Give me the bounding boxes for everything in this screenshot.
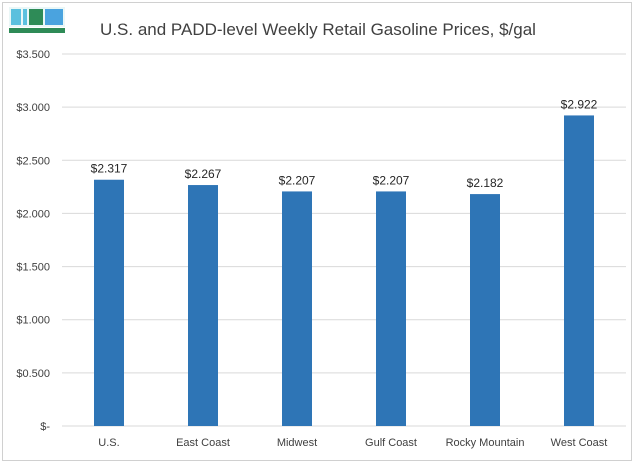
bar (564, 115, 594, 427)
y-tick-label: $3.500 (16, 49, 50, 61)
y-tick-label: $2.500 (16, 155, 50, 167)
chart-title: U.S. and PADD-level Weekly Retail Gasoli… (100, 20, 536, 39)
x-tick-label: West Coast (551, 437, 608, 449)
data-label: $2.207 (373, 173, 410, 187)
data-label: $2.922 (561, 97, 598, 111)
bar (376, 191, 406, 426)
x-axis-tick-labels: U.S. East Coast Midwest Gulf Coast Rocky Mou… (98, 437, 607, 449)
y-tick-label: $1.000 (16, 315, 50, 327)
data-label: $2.267 (185, 167, 222, 181)
y-tick-label: $- (40, 421, 50, 433)
y-tick-label: $3.000 (16, 102, 50, 114)
data-labels: $2.317 $2.267 $2.207 $2.207 $2.182 $2.922 (91, 97, 598, 190)
bars (94, 115, 594, 427)
y-tick-label: $0.500 (16, 368, 50, 380)
logo-icon (9, 7, 65, 33)
x-tick-label: U.S. (98, 437, 119, 449)
y-tick-label: $1.500 (16, 262, 50, 274)
x-tick-label: Midwest (277, 437, 317, 449)
data-label: $2.182 (467, 176, 504, 190)
data-label: $2.207 (279, 173, 316, 187)
data-label: $2.317 (91, 162, 128, 176)
x-tick-label: East Coast (176, 437, 230, 449)
bar (470, 194, 500, 426)
y-tick-label: $2.000 (16, 208, 50, 220)
bar (94, 179, 124, 426)
bar (188, 185, 218, 426)
x-tick-label: Gulf Coast (365, 437, 417, 449)
bar (282, 191, 312, 426)
gridlines (62, 53, 626, 427)
y-axis-tick-labels: $- $0.500 $1.000 $1.500 $2.000 $2.500 $3.000 $3… (16, 49, 50, 433)
x-tick-label: Rocky Mountain (446, 437, 525, 449)
